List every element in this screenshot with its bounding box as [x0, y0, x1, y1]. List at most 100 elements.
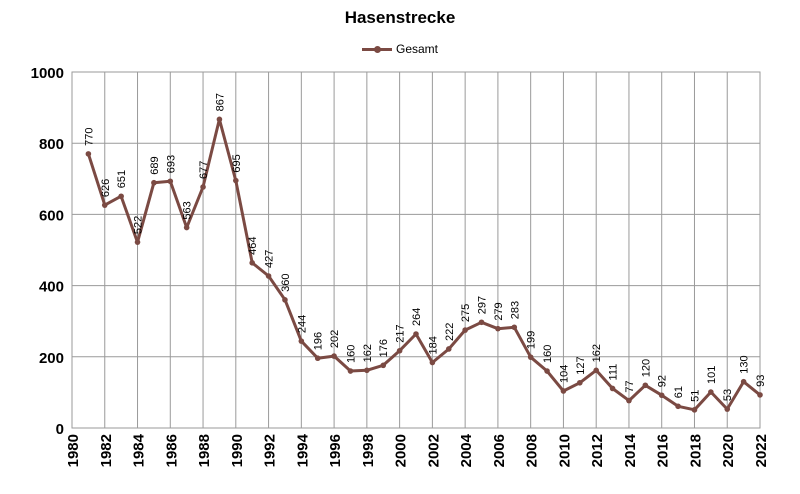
data-point [462, 327, 468, 333]
chart-title: Hasenstrecke [344, 8, 456, 27]
data-point [429, 359, 436, 366]
data-label: 677 [198, 161, 210, 179]
data-point [675, 403, 681, 410]
data-point [347, 368, 354, 374]
data-label: 427 [264, 250, 276, 268]
x-tick-label: 2018 [687, 434, 704, 467]
data-point [151, 179, 157, 186]
data-label: 162 [591, 344, 603, 362]
data-label: 360 [280, 273, 292, 291]
data-point [167, 178, 174, 185]
data-label: 196 [313, 332, 325, 350]
data-label: 464 [247, 236, 259, 254]
y-tick-label: 400 [39, 279, 64, 296]
data-point [478, 319, 485, 326]
data-label: 275 [460, 304, 472, 322]
x-tick-label: 1984 [131, 433, 148, 467]
y-tick-label: 600 [39, 207, 64, 224]
data-label: 626 [100, 179, 112, 197]
data-label: 92 [657, 375, 669, 387]
x-tick-label: 2020 [720, 434, 737, 467]
data-label: 297 [477, 296, 489, 314]
data-label: 563 [182, 201, 194, 219]
x-tick-label: 2002 [425, 434, 442, 467]
data-point [265, 273, 272, 279]
x-tick-label: 1986 [163, 434, 180, 467]
data-point [282, 297, 288, 303]
plot-border [71, 71, 761, 429]
data-label: 217 [395, 324, 407, 342]
x-tick-label: 1980 [65, 434, 82, 467]
data-label: 61 [673, 386, 685, 398]
data-label: 111 [608, 364, 620, 381]
x-tick-label: 2004 [458, 433, 475, 467]
x-tick-label: 2022 [753, 434, 770, 467]
data-point [331, 353, 337, 359]
data-point [593, 367, 599, 374]
data-label: 689 [149, 156, 161, 174]
x-tick-label: 1982 [98, 434, 115, 467]
data-point [249, 260, 255, 266]
data-point [298, 338, 305, 344]
data-point [396, 347, 403, 354]
x-tick-label: 2016 [655, 434, 672, 467]
data-point [626, 397, 632, 404]
data-label: 160 [542, 345, 554, 363]
x-tick-label: 1990 [229, 434, 246, 467]
x-tick-label: 2010 [556, 434, 573, 467]
x-tick-label: 2014 [622, 433, 639, 467]
data-label: 283 [509, 301, 521, 319]
data-label: 651 [116, 170, 128, 188]
y-tick-label: 800 [39, 136, 64, 153]
data-label: 199 [526, 331, 538, 349]
data-label: 693 [165, 155, 177, 173]
data-label: 770 [83, 128, 95, 146]
data-point [314, 355, 321, 362]
data-point [560, 388, 567, 394]
data-label: 222 [444, 323, 456, 341]
data-point [658, 392, 665, 399]
data-label: 101 [706, 366, 718, 384]
data-point [544, 368, 550, 374]
data-label: 202 [329, 330, 341, 348]
data-point [134, 239, 141, 245]
data-point [118, 193, 124, 200]
data-label: 77 [624, 380, 636, 392]
y-tick-label: 1000 [31, 65, 64, 82]
y-tick-label: 200 [39, 350, 64, 367]
x-tick-label: 2000 [393, 434, 410, 467]
data-label: 104 [558, 365, 570, 383]
data-label: 522 [133, 216, 145, 234]
data-point [364, 367, 370, 374]
data-label: 279 [493, 302, 505, 320]
data-point [495, 325, 501, 332]
data-point [85, 151, 92, 157]
data-label: 51 [689, 390, 701, 402]
data-point [413, 331, 419, 337]
legend-swatch-icon [361, 44, 392, 54]
data-label: 184 [427, 336, 439, 354]
legend-marker [373, 46, 381, 53]
data-point [445, 346, 452, 352]
data-label: 127 [575, 356, 587, 374]
data-label: 130 [739, 355, 751, 373]
data-point [724, 406, 731, 412]
data-point [101, 202, 108, 208]
data-point [200, 184, 206, 190]
data-point [216, 116, 223, 123]
data-point [740, 378, 747, 385]
x-tick-label: 2006 [491, 434, 508, 467]
x-tick-label: 1992 [262, 434, 279, 467]
x-tick-label: 1996 [327, 434, 344, 467]
data-point [527, 354, 534, 360]
data-label: 160 [345, 345, 357, 363]
data-label: 176 [378, 339, 390, 357]
data-label: 93 [755, 375, 767, 387]
data-point [642, 382, 649, 389]
legend: Gesamt [0, 42, 800, 56]
series-line [86, 117, 761, 412]
data-point [757, 392, 763, 398]
data-label: 162 [362, 344, 374, 362]
